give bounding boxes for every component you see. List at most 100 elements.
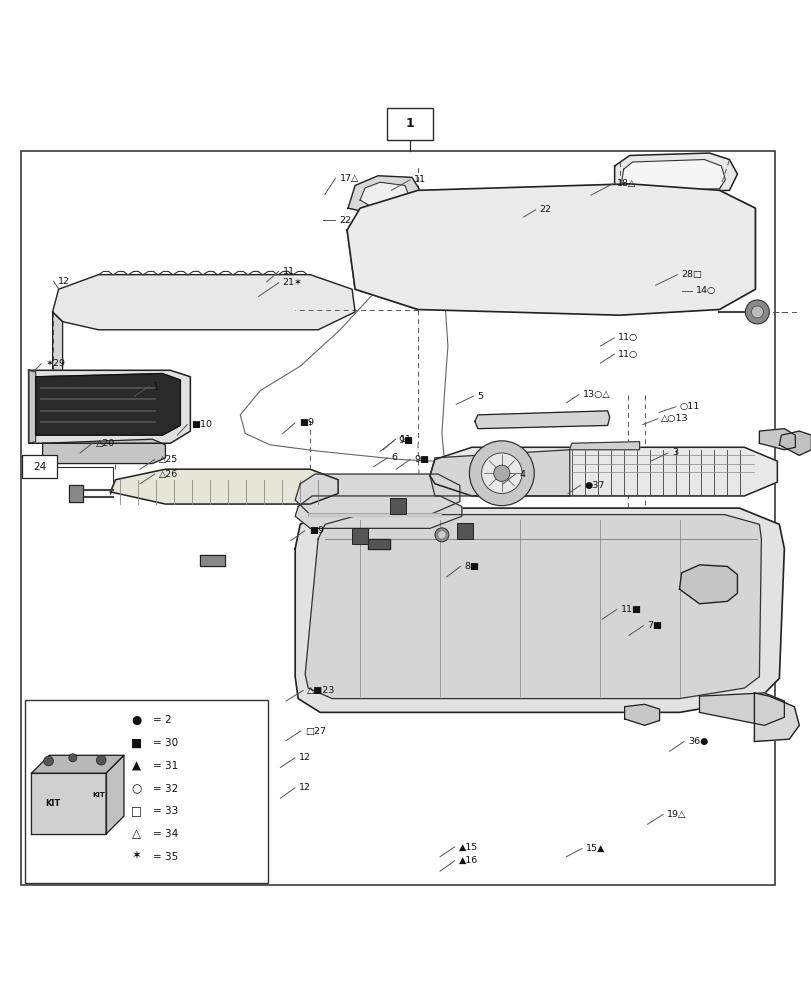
Polygon shape	[430, 447, 776, 496]
Bar	[25, 700, 268, 883]
Circle shape	[469, 441, 534, 506]
Text: 9■: 9■	[414, 455, 428, 464]
Polygon shape	[758, 429, 794, 450]
Text: 12: 12	[58, 277, 70, 286]
Text: 11: 11	[399, 435, 411, 444]
Text: 19△: 19△	[666, 810, 685, 819]
Text: ■9: ■9	[308, 526, 324, 535]
Text: 21✶: 21✶	[282, 278, 303, 287]
Polygon shape	[779, 431, 810, 455]
Text: ■9: ■9	[298, 418, 314, 427]
Circle shape	[439, 532, 444, 538]
Polygon shape	[624, 704, 659, 725]
Text: △: △	[132, 827, 141, 840]
Text: 22: 22	[539, 205, 551, 214]
Polygon shape	[295, 474, 459, 515]
Text: 11○: 11○	[618, 350, 637, 359]
Text: 11■: 11■	[620, 605, 641, 614]
Circle shape	[97, 755, 106, 765]
Polygon shape	[295, 496, 461, 528]
Polygon shape	[110, 469, 337, 504]
Text: = 2: = 2	[153, 715, 171, 725]
Text: = 34: = 34	[153, 829, 178, 839]
Polygon shape	[614, 153, 736, 194]
Text: 11: 11	[414, 175, 426, 184]
Polygon shape	[753, 693, 798, 742]
Text: = 31: = 31	[153, 761, 178, 771]
Polygon shape	[621, 160, 724, 190]
Text: 13○△: 13○△	[582, 390, 610, 399]
Text: △■23: △■23	[307, 686, 335, 695]
Text: ○: ○	[131, 782, 142, 795]
Text: 6: 6	[391, 453, 397, 462]
Circle shape	[69, 754, 77, 762]
Polygon shape	[348, 176, 419, 215]
Text: □: □	[131, 805, 142, 818]
Polygon shape	[474, 411, 609, 429]
Circle shape	[44, 756, 54, 766]
Polygon shape	[32, 773, 106, 834]
Text: ■10: ■10	[191, 420, 212, 429]
Polygon shape	[36, 374, 180, 435]
Polygon shape	[346, 184, 754, 315]
Text: 1: 1	[153, 382, 159, 392]
Polygon shape	[346, 223, 418, 310]
Bar	[457, 523, 472, 539]
Bar	[389, 498, 406, 514]
Polygon shape	[110, 480, 115, 494]
Polygon shape	[430, 450, 569, 496]
Text: □27: □27	[304, 727, 325, 736]
Text: 11○: 11○	[618, 333, 637, 342]
Polygon shape	[53, 312, 62, 378]
Polygon shape	[200, 555, 225, 566]
Text: ●37: ●37	[584, 481, 604, 490]
Text: KIT: KIT	[92, 792, 105, 798]
Polygon shape	[305, 515, 761, 699]
Text: 14○: 14○	[695, 286, 715, 295]
Bar	[352, 528, 367, 544]
Polygon shape	[28, 370, 190, 443]
Text: △26: △26	[159, 470, 178, 479]
Text: ✶: ✶	[131, 850, 142, 863]
Circle shape	[744, 300, 769, 324]
Text: = 35: = 35	[153, 852, 178, 862]
Text: = 33: = 33	[153, 806, 178, 816]
Text: KIT: KIT	[45, 799, 60, 808]
Text: △20: △20	[97, 439, 115, 448]
Text: ▲16: ▲16	[458, 856, 478, 865]
Text: 4: 4	[519, 470, 525, 479]
Polygon shape	[367, 539, 389, 549]
Text: 5: 5	[477, 392, 483, 401]
FancyBboxPatch shape	[387, 108, 432, 140]
Polygon shape	[698, 693, 783, 725]
Text: 17△: 17△	[339, 174, 358, 183]
Bar	[22, 455, 58, 478]
Text: 22: 22	[339, 216, 351, 225]
Text: 12: 12	[298, 783, 311, 792]
Polygon shape	[719, 190, 754, 310]
Text: = 32: = 32	[153, 784, 178, 794]
Text: ○11: ○11	[679, 402, 699, 411]
Polygon shape	[106, 755, 124, 834]
Text: = 30: = 30	[153, 738, 178, 748]
Polygon shape	[28, 370, 36, 443]
Text: △25: △25	[159, 455, 178, 464]
Polygon shape	[42, 439, 165, 464]
Circle shape	[750, 306, 762, 318]
Text: ▲: ▲	[132, 759, 141, 772]
Text: ■: ■	[131, 737, 142, 750]
Text: ✶29: ✶29	[45, 359, 65, 368]
Text: 8■: 8■	[464, 562, 478, 571]
Text: 18△: 18△	[616, 179, 635, 188]
Text: 9■: 9■	[397, 436, 412, 445]
Circle shape	[493, 465, 509, 481]
Circle shape	[481, 453, 521, 494]
Text: 1: 1	[406, 117, 414, 130]
Text: △○13: △○13	[660, 414, 688, 423]
Text: 36●: 36●	[687, 737, 707, 746]
Text: 28□: 28□	[680, 270, 702, 279]
Polygon shape	[53, 275, 354, 330]
Text: 3: 3	[671, 448, 677, 457]
Polygon shape	[68, 485, 83, 502]
Polygon shape	[32, 755, 124, 773]
